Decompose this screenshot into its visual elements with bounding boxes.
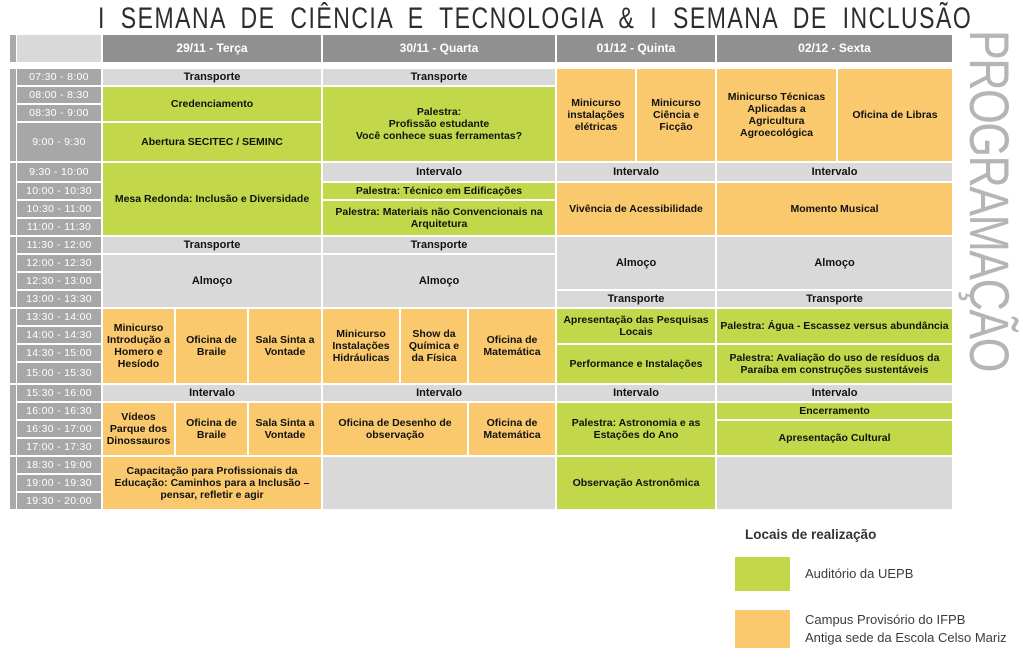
legend-label-line1: Campus Provisório do IFPB bbox=[805, 612, 966, 628]
day-header: 01/12 - Quinta bbox=[557, 35, 715, 62]
legend: Locais de realização Auditório da UEPB C… bbox=[735, 527, 1020, 648]
time-slot: 08:00 - 8:30 bbox=[17, 87, 101, 103]
time-slot: 14:30 - 15:00 bbox=[17, 345, 101, 361]
schedule-event: Oficina de Braile bbox=[176, 309, 247, 383]
schedule-event: Palestra: Profissão estudante Você conhe… bbox=[323, 87, 555, 161]
left-accent-bar bbox=[10, 35, 16, 62]
schedule-event: Intervalo bbox=[323, 385, 555, 401]
legend-swatch-green bbox=[735, 557, 790, 591]
schedule-event: Intervalo bbox=[557, 163, 715, 181]
schedule-event: Sala Sinta a Vontade bbox=[249, 309, 321, 383]
schedule-event: Mesa Redonda: Inclusão e Diversidade bbox=[103, 163, 321, 235]
legend-swatch-orange bbox=[735, 610, 790, 648]
time-slot: 08:30 - 9:00 bbox=[17, 105, 101, 121]
legend-label: Auditório da UEPB bbox=[805, 566, 914, 582]
time-slot: 11:30 - 12:00 bbox=[17, 237, 101, 253]
time-slot: 12:00 - 12:30 bbox=[17, 255, 101, 271]
legend-label-line2: Antiga sede da Escola Celso Mariz bbox=[805, 630, 1007, 645]
schedule-event: Apresentação das Pesquisas Locais bbox=[557, 309, 715, 343]
time-slot: 9:00 - 9:30 bbox=[17, 123, 101, 161]
left-accent-bar bbox=[10, 385, 16, 455]
schedule-event: Intervalo bbox=[323, 163, 555, 181]
schedule-event: Apresentação Cultural bbox=[717, 421, 952, 455]
time-slot: 16:30 - 17:00 bbox=[17, 421, 101, 437]
schedule-event: Oficina de Braile bbox=[176, 403, 247, 455]
time-slot: 13:00 - 13:30 bbox=[17, 291, 101, 307]
schedule-event: Almoço bbox=[717, 237, 952, 289]
time-slot: 10:30 - 11:00 bbox=[17, 201, 101, 217]
schedule-event: Performance e Instalações bbox=[557, 345, 715, 383]
left-accent-bar bbox=[10, 163, 16, 235]
table-corner bbox=[17, 35, 101, 62]
schedule-event: Observação Astronômica bbox=[557, 457, 715, 509]
time-slot: 12:30 - 13:00 bbox=[17, 273, 101, 289]
time-slot: 10:00 - 10:30 bbox=[17, 183, 101, 199]
schedule-event: Almoço bbox=[557, 237, 715, 289]
day-header: 30/11 - Quarta bbox=[323, 35, 555, 62]
schedule-event: Minicurso Técnicas Aplicadas a Agricultu… bbox=[717, 69, 836, 161]
legend-item-ifpb: Campus Provisório do IFPB Antiga sede da… bbox=[735, 610, 1020, 648]
schedule-event: Momento Musical bbox=[717, 183, 952, 235]
time-slot: 11:00 - 11:30 bbox=[17, 219, 101, 235]
schedule-event: Minicurso Introdução a Homero e Hesíodo bbox=[103, 309, 174, 383]
left-accent-bar bbox=[10, 237, 16, 307]
day-header: 02/12 - Sexta bbox=[717, 35, 952, 62]
left-accent-bar bbox=[10, 457, 16, 509]
schedule-event: Transporte bbox=[557, 291, 715, 307]
schedule-event: Transporte bbox=[103, 69, 321, 85]
schedule-event: Almoço bbox=[323, 255, 555, 307]
schedule-event: Vivência de Acessibilidade bbox=[557, 183, 715, 235]
schedule-event bbox=[323, 457, 555, 509]
left-accent-bar bbox=[10, 309, 16, 383]
schedule-event: Oficina de Desenho de observação bbox=[323, 403, 467, 455]
schedule-event: Abertura SECITEC / SEMINC bbox=[103, 123, 321, 161]
schedule-event: Transporte bbox=[323, 237, 555, 253]
legend-label: Campus Provisório do IFPB Antiga sede da… bbox=[805, 611, 1007, 646]
schedule-table: 29/11 - Terça 30/11 - Quarta 01/12 - Quint… bbox=[10, 35, 952, 509]
schedule-event: Intervalo bbox=[717, 163, 952, 181]
schedule-event: Palestra: Técnico em Edificações bbox=[323, 183, 555, 199]
time-slot: 15:00 - 15:30 bbox=[17, 363, 101, 383]
time-slot: 14:00 - 14:30 bbox=[17, 327, 101, 343]
legend-title: Locais de realização bbox=[745, 527, 877, 542]
schedule-event: Transporte bbox=[323, 69, 555, 85]
schedule-event: Palestra: Materiais não Convencionais na… bbox=[323, 201, 555, 235]
schedule-event: Intervalo bbox=[103, 385, 321, 401]
time-slot: 19:30 - 20:00 bbox=[17, 493, 101, 509]
schedule-event: Intervalo bbox=[717, 385, 952, 401]
left-accent-bar bbox=[10, 69, 16, 161]
schedule-event: Transporte bbox=[103, 237, 321, 253]
time-slot: 15:30 - 16:00 bbox=[17, 385, 101, 401]
schedule-event: Oficina de Matemática bbox=[469, 309, 555, 383]
day-header: 29/11 - Terça bbox=[103, 35, 321, 62]
time-slot: 13:30 - 14:00 bbox=[17, 309, 101, 325]
schedule-event: Palestra: Avaliação do uso de resíduos d… bbox=[717, 345, 952, 383]
time-slot: 16:00 - 16:30 bbox=[17, 403, 101, 419]
legend-item-uepb: Auditório da UEPB bbox=[735, 557, 1020, 591]
schedule-event: Capacitação para Profissionais da Educaç… bbox=[103, 457, 321, 509]
schedule-event: Oficina de Libras bbox=[838, 69, 952, 161]
time-slot: 19:00 - 19:30 bbox=[17, 475, 101, 491]
schedule-event: Sala Sinta a Vontade bbox=[249, 403, 321, 455]
schedule-event: Palestra: Água - Escassez versus abundân… bbox=[717, 309, 952, 343]
schedule-event bbox=[717, 457, 952, 509]
schedule-event: Minicurso Instalações Hidráulicas bbox=[323, 309, 399, 383]
schedule-event: Palestra: Astronomia e as Estações do An… bbox=[557, 403, 715, 455]
schedule-event: Credenciamento bbox=[103, 87, 321, 121]
schedule-event: Minicurso Ciência e Ficção bbox=[637, 69, 715, 161]
schedule-event: Encerramento bbox=[717, 403, 952, 419]
time-slot: 18:30 - 19:00 bbox=[17, 457, 101, 473]
time-slot: 9:30 - 10:00 bbox=[17, 163, 101, 181]
time-slot: 17:00 - 17:30 bbox=[17, 439, 101, 455]
schedule-event: Show da Química e da Física bbox=[401, 309, 467, 383]
vertical-programacao-label: PROGRAMAÇÃO bbox=[958, 30, 1021, 371]
schedule-event: Transporte bbox=[717, 291, 952, 307]
time-slot: 07:30 - 8:00 bbox=[17, 69, 101, 85]
schedule-event: Intervalo bbox=[557, 385, 715, 401]
schedule-event: Minicurso instalações elétricas bbox=[557, 69, 635, 161]
schedule-event: Vídeos Parque dos Dinossauros bbox=[103, 403, 174, 455]
schedule-event: Oficina de Matemática bbox=[469, 403, 555, 455]
schedule-event: Almoço bbox=[103, 255, 321, 307]
page-title: I SEMANA DE CIÊNCIA E TECNOLOGIA & I SEM… bbox=[98, 1, 973, 35]
